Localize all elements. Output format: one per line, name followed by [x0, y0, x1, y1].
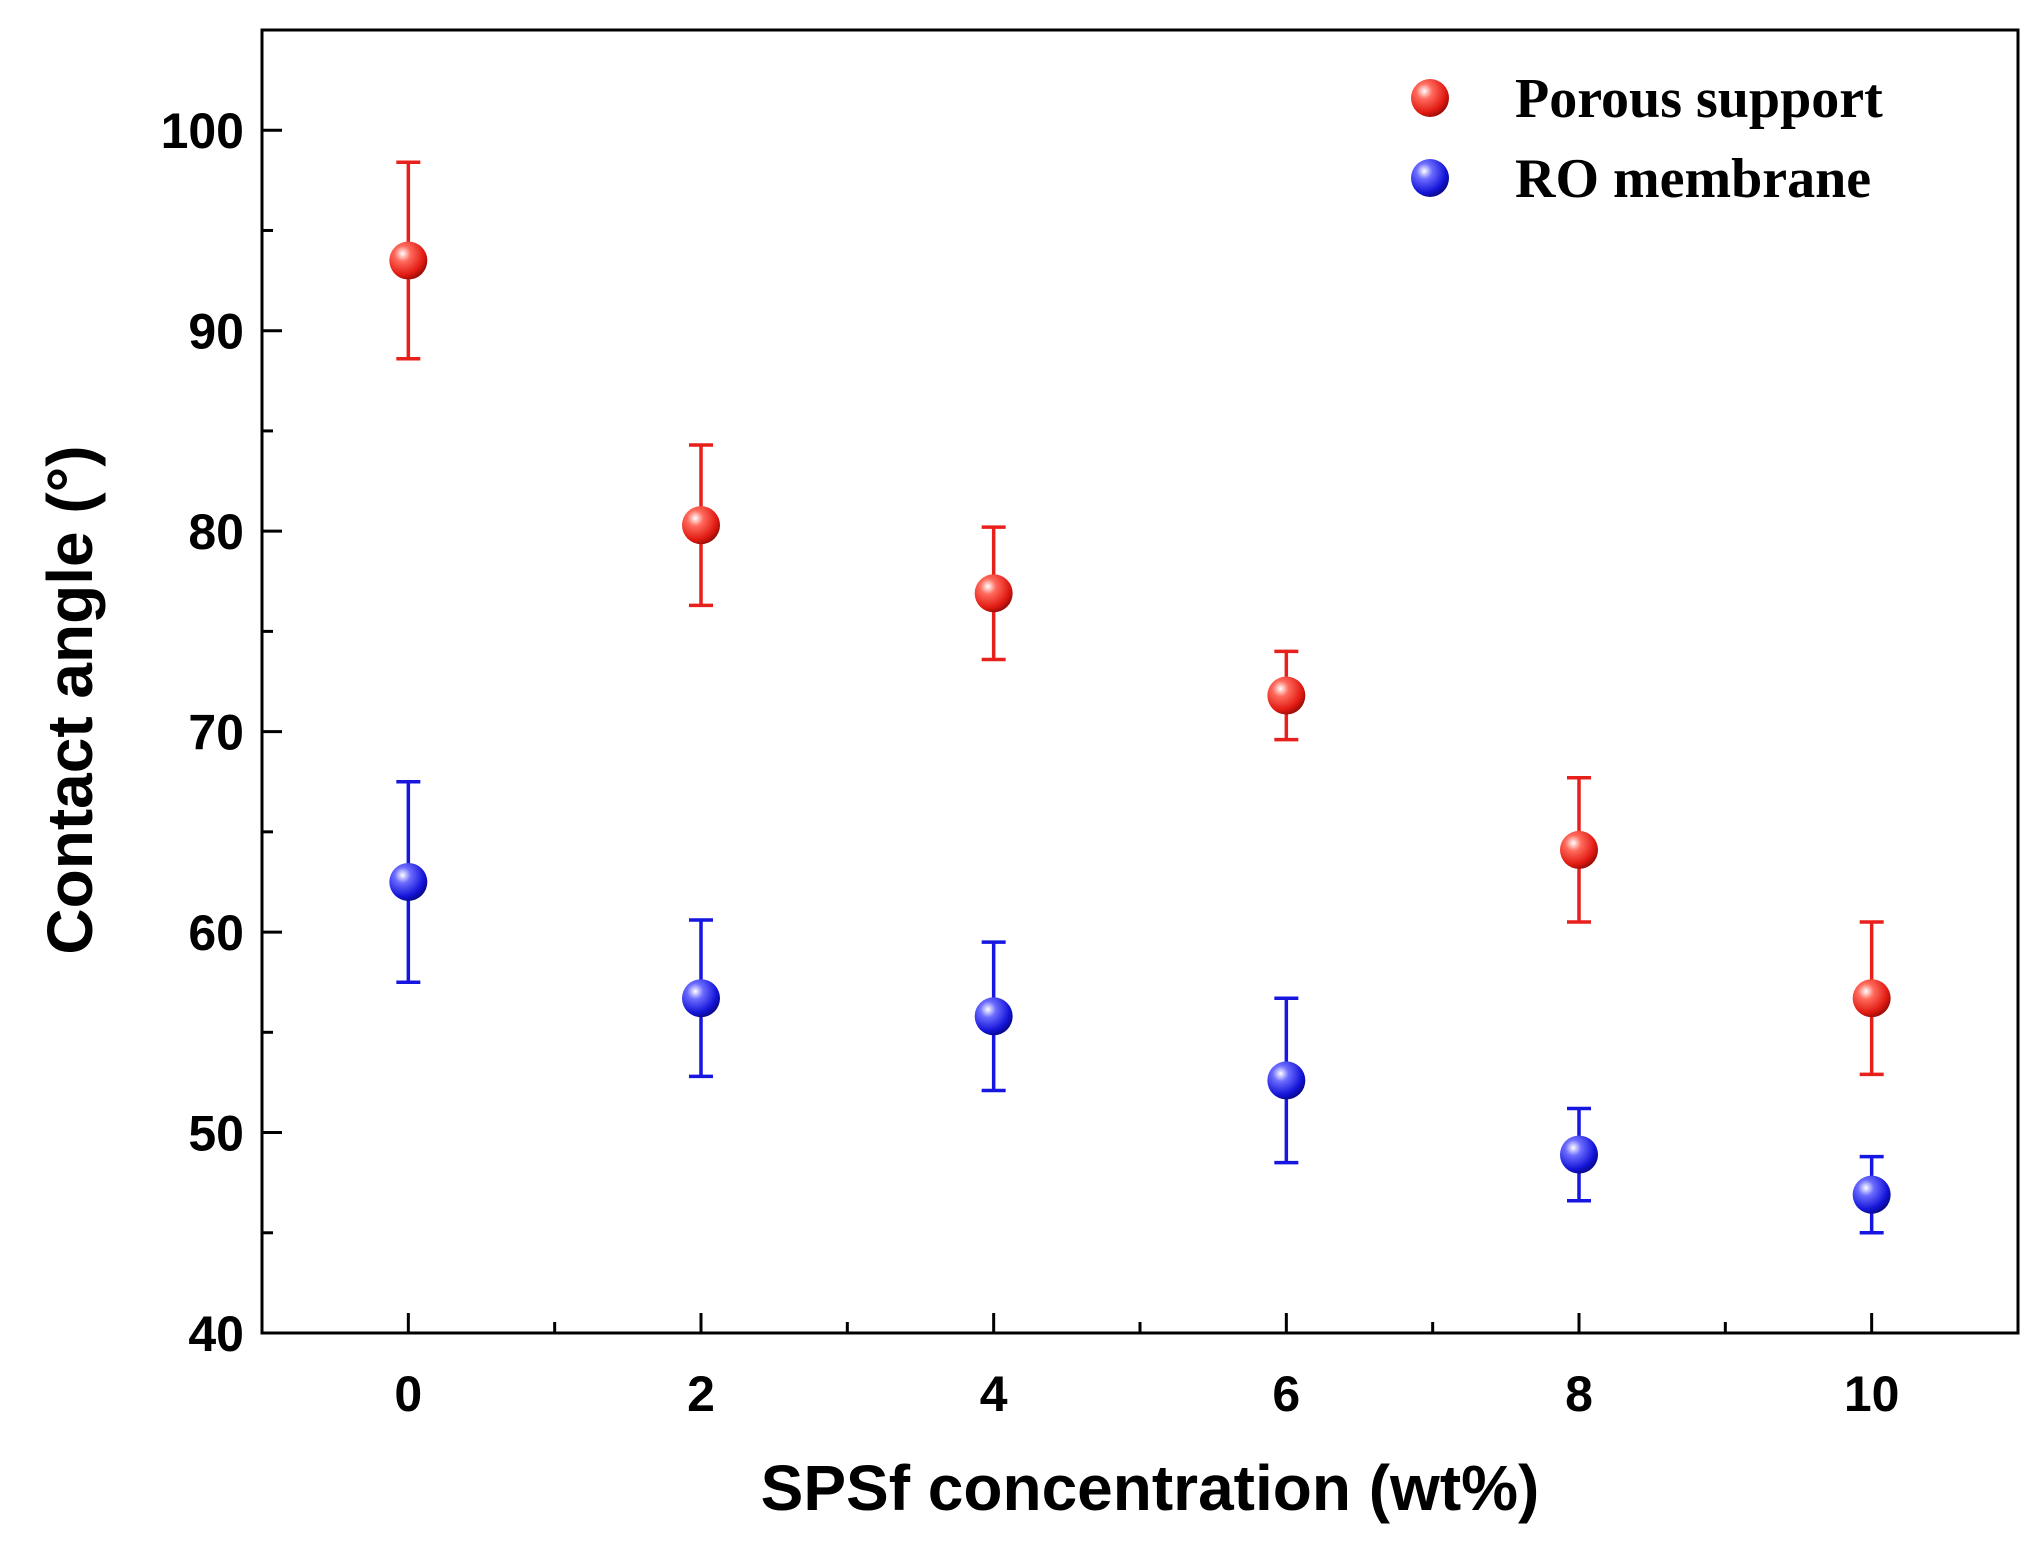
- data-point: [1560, 830, 1598, 869]
- y-tick-label: 80: [188, 504, 244, 560]
- plot-frame: [260, 28, 2020, 1335]
- data-point: [1267, 1061, 1306, 1100]
- data-point: [974, 997, 1013, 1036]
- y-tick-label: 70: [188, 705, 244, 761]
- y-tick-label: 50: [188, 1106, 244, 1162]
- data-point: [1852, 979, 1891, 1018]
- x-axis-title: SPSf concentration (wt%): [761, 1452, 1540, 1524]
- y-axis-title: Contact angle (°): [34, 445, 106, 954]
- x-tick-label: 8: [1565, 1366, 1593, 1422]
- legend-marker: [1411, 159, 1449, 197]
- x-axis-ticks: 0 2 4 6 8 10: [394, 1313, 1899, 1422]
- y-tick-label: 90: [188, 304, 244, 360]
- data-point: [1560, 1135, 1598, 1174]
- y-tick-label: 60: [188, 905, 244, 961]
- data-point: [1852, 1175, 1891, 1214]
- error-bars: [396, 160, 1884, 1235]
- data-point: [389, 241, 428, 280]
- data-point: [682, 506, 720, 545]
- y-tick-label: 100: [161, 103, 244, 159]
- x-tick-label: 0: [394, 1366, 422, 1422]
- x-tick-label: 2: [687, 1366, 715, 1422]
- x-tick-label: 10: [1844, 1366, 1900, 1422]
- data-point: [1267, 676, 1306, 715]
- data-point: [974, 574, 1013, 613]
- x-tick-label: 4: [980, 1366, 1008, 1422]
- data-point: [389, 862, 428, 901]
- y-tick-label: 40: [188, 1306, 244, 1362]
- legend-marker: [1411, 79, 1449, 117]
- data-points: [389, 241, 1891, 1214]
- x-tick-label: 6: [1272, 1366, 1300, 1422]
- y-axis-ticks: 40 50 60 70 80 90 100: [161, 103, 282, 1362]
- data-point: [682, 979, 720, 1018]
- legend-label: Porous support: [1515, 68, 1883, 130]
- legend: Porous support RO membrane: [1411, 68, 1883, 210]
- legend-label: RO membrane: [1515, 148, 1871, 210]
